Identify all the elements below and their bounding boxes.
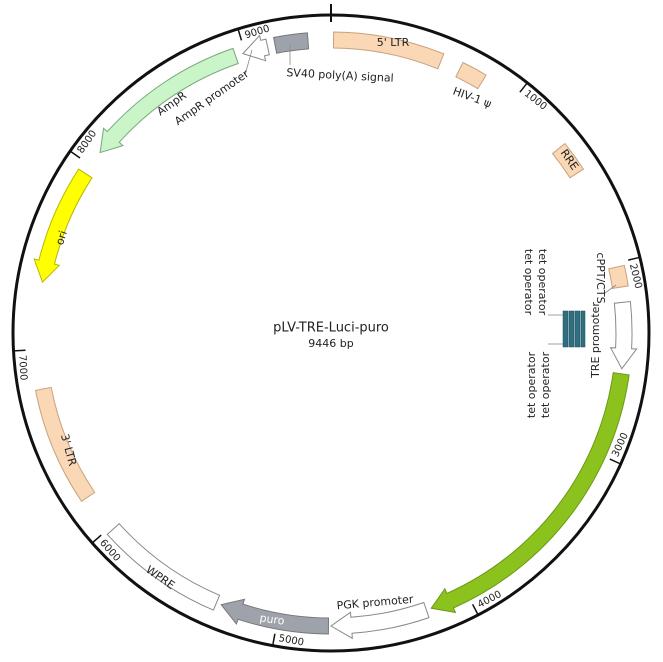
tick-mark (13, 349, 26, 352)
tet-operator-box (580, 310, 586, 348)
feature-shape (332, 31, 445, 70)
tick-mark (609, 458, 622, 465)
tet-operator-label: tet operator (525, 351, 538, 418)
feature-shape (330, 601, 430, 640)
feature-label: puro (259, 611, 286, 627)
leader-line (244, 49, 253, 76)
feature-shape (99, 47, 239, 154)
plasmid-size: 9446 bp (308, 337, 353, 350)
plasmid-name: pLV-TRE-Luci-puro (273, 321, 389, 336)
tick-mark (519, 82, 528, 93)
leader-line (604, 284, 617, 294)
tick-mark (628, 256, 641, 261)
tet-operator-label: tet operator (536, 249, 549, 316)
tick-label: 5000 (278, 633, 305, 648)
feature-shape (430, 372, 630, 614)
tick-mark (69, 150, 81, 159)
feature-shape (33, 168, 93, 284)
feature-shape (106, 522, 221, 611)
tick-label: 1000 (522, 88, 549, 112)
tick-label: 7000 (16, 355, 28, 381)
tick-mark (471, 603, 479, 616)
tick-label: 8000 (76, 129, 100, 156)
tick-mark (91, 534, 102, 544)
tet-operator-label: tet operator (522, 249, 535, 316)
feature-label: 5' LTR (377, 36, 410, 49)
tet-operator-label: tet operator (539, 351, 552, 418)
feature-label: SV40 poly(A) signal (286, 66, 394, 85)
feature-label: TRE promoter (589, 302, 602, 379)
feature-shape (241, 34, 270, 62)
features (33, 31, 638, 640)
feature-shape (455, 61, 487, 90)
feature-shape (608, 264, 629, 289)
feature-label: HIV-1 ψ (451, 85, 493, 111)
feature-shape (609, 300, 638, 370)
tet-operator-box (568, 310, 575, 348)
tet-operator-box (562, 310, 569, 348)
feature-shape (551, 142, 585, 179)
feature-shape (273, 32, 310, 54)
tick-mark (237, 28, 243, 41)
feature-label: luciferase (493, 490, 531, 543)
leader-lines (244, 45, 617, 345)
tet-operator-box (574, 310, 581, 348)
feature-label: cPPT/CTS (594, 252, 607, 303)
feature-label: ori (53, 229, 70, 247)
tick-mark (271, 633, 276, 646)
feature-shape (220, 598, 330, 635)
tet-operator-boxes (562, 310, 586, 348)
feature-shape (34, 386, 96, 502)
